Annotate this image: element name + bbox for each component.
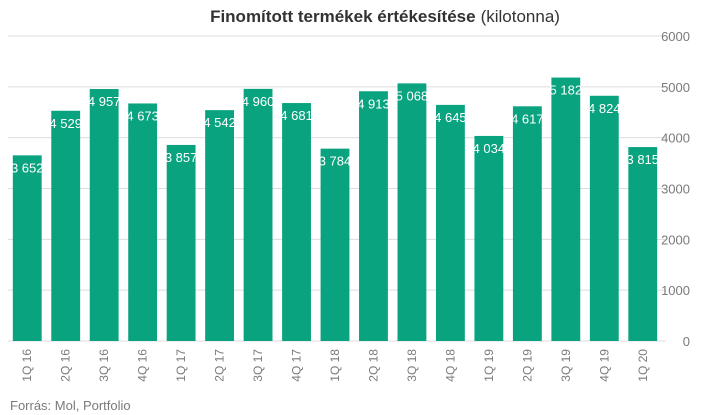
- bar-value-label: 4 960: [242, 94, 275, 109]
- source-note: Forrás: Mol, Portfolio: [10, 398, 131, 413]
- bar-value-label: 5 068: [396, 88, 429, 103]
- x-axis-ticks: 1Q 16 2Q 16 3Q 16 4Q 16 1Q 17 2Q 17 3Q 17 4Q 17…: [20, 349, 650, 382]
- bar-value-label: 5 182: [550, 83, 583, 98]
- bar-value-label: 4 824: [588, 101, 621, 116]
- x-tick-label: 1Q 20: [636, 349, 650, 382]
- y-tick-label: 6000: [661, 29, 690, 44]
- bar-value-label: 4 617: [511, 111, 544, 126]
- y-tick-label: 0: [683, 334, 690, 349]
- x-tick-label: 3Q 18: [405, 349, 419, 382]
- bar: [628, 147, 658, 341]
- bar-value-label: 4 957: [88, 94, 121, 109]
- y-tick-label: 1000: [661, 283, 690, 298]
- bar: [89, 89, 119, 341]
- bar: [551, 77, 581, 341]
- bar: [166, 144, 196, 341]
- x-tick-label: 4Q 18: [443, 349, 457, 382]
- bar: [128, 103, 158, 341]
- x-tick-label: 4Q 17: [290, 349, 304, 382]
- x-tick-label: 2Q 16: [59, 349, 73, 382]
- x-tick-label: 3Q 17: [251, 349, 265, 382]
- x-tick-label: 4Q 19: [597, 349, 611, 382]
- bar-value-label: 4 034: [473, 141, 506, 156]
- y-tick-label: 4000: [661, 131, 690, 146]
- bar: [474, 135, 504, 341]
- y-axis-ticks: 0 1000 2000 3000 4000 5000 6000: [661, 29, 690, 349]
- y-tick-label: 3000: [661, 182, 690, 197]
- x-tick-label: 1Q 16: [20, 349, 34, 382]
- bar: [359, 91, 388, 342]
- bar-value-label: 3 784: [319, 154, 352, 169]
- bar: [282, 103, 311, 341]
- bar-value-label: 4 542: [203, 115, 236, 130]
- bar: [205, 110, 235, 342]
- bar: [397, 83, 427, 342]
- chart-title: Finomított termékek értékesítése (kiloton…: [210, 7, 560, 26]
- y-tick-label: 2000: [661, 232, 690, 247]
- x-tick-label: 1Q 18: [328, 349, 342, 382]
- bar-value-label: 3 652: [11, 160, 44, 175]
- x-tick-label: 1Q 17: [174, 349, 188, 382]
- bar: [12, 155, 42, 341]
- x-tick-label: 3Q 19: [559, 349, 573, 382]
- bar-value-label: 4 645: [434, 110, 467, 125]
- x-tick-label: 2Q 19: [520, 349, 534, 382]
- bar-value-label: 4 913: [357, 96, 390, 111]
- bars: 3 652 4 529 4 957 4 673 3 857 4 542 4 960 4 681…: [11, 77, 659, 342]
- bar-value-label: 4 673: [126, 108, 159, 123]
- bar: [512, 106, 542, 342]
- x-tick-label: 1Q 19: [482, 349, 496, 382]
- bar: [435, 104, 465, 341]
- bar-value-label: 4 681: [280, 108, 313, 123]
- bar: [243, 88, 273, 341]
- x-tick-label: 3Q 16: [97, 349, 111, 382]
- x-tick-label: 2Q 17: [213, 349, 227, 382]
- bar: [320, 148, 350, 341]
- bar: [51, 110, 81, 341]
- bar: [589, 95, 619, 341]
- bar-value-label: 4 529: [49, 116, 82, 131]
- bar-value-label: 3 857: [165, 150, 198, 165]
- bar-value-label: 3 815: [626, 152, 659, 167]
- chart-title-main: Finomított termékek értékesítése: [210, 7, 476, 26]
- x-tick-label: 4Q 16: [136, 349, 150, 382]
- chart-title-unit: (kilotonna): [481, 7, 560, 26]
- y-tick-label: 5000: [661, 80, 690, 95]
- x-tick-label: 2Q 18: [366, 349, 380, 382]
